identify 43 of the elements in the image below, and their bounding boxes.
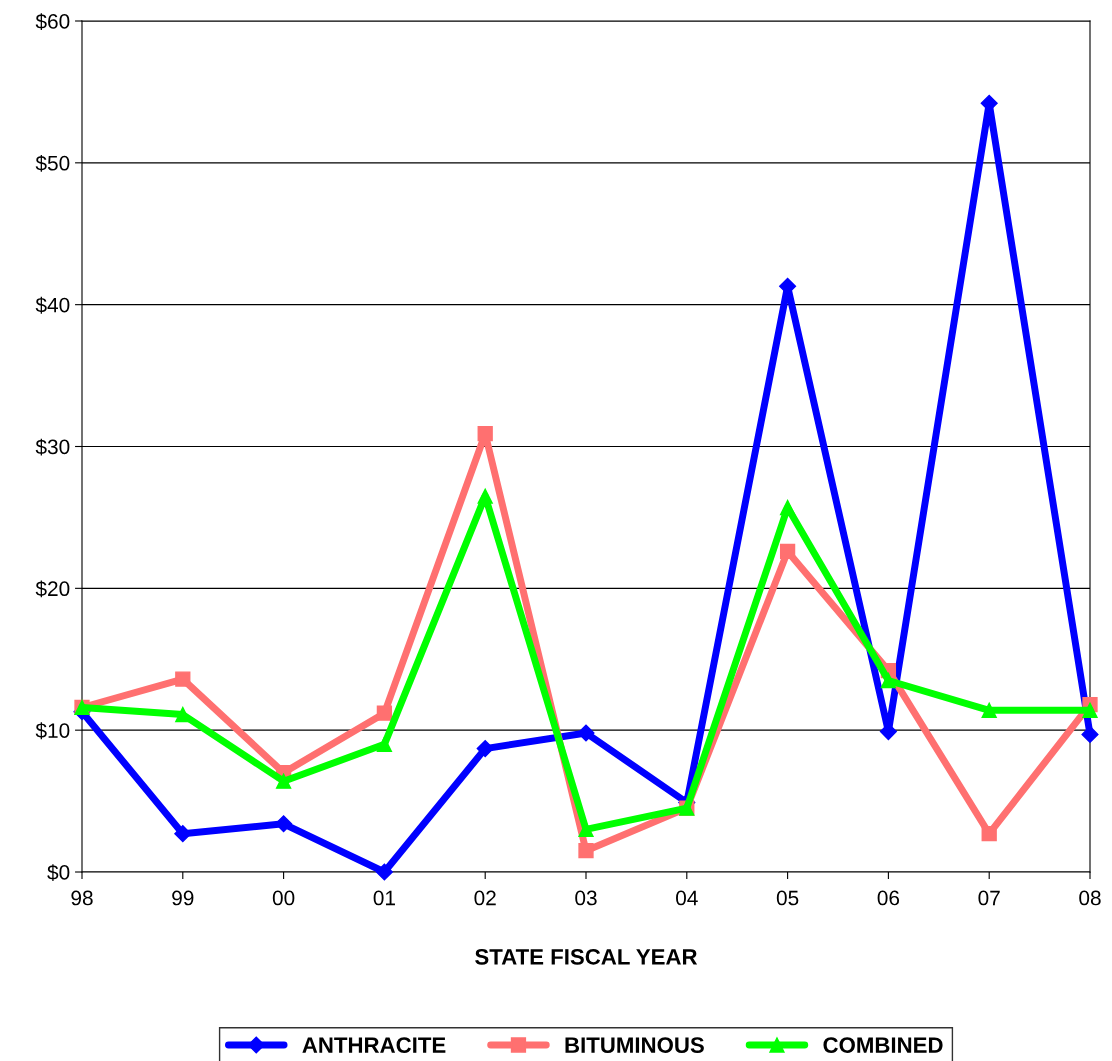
y-tick-label: $0 <box>47 864 70 881</box>
x-tick-label: 02 <box>474 890 496 906</box>
x-tick-label: 05 <box>776 890 799 906</box>
y-tick-label: $50 <box>35 154 70 172</box>
y-tick-label: $10 <box>35 722 70 740</box>
point <box>880 672 897 689</box>
point <box>477 426 493 442</box>
y-tick-label: $30 <box>35 438 70 456</box>
point <box>376 705 393 721</box>
point <box>981 702 997 718</box>
x-tick-label: 99 <box>172 890 194 906</box>
point <box>578 843 594 859</box>
point <box>779 543 796 560</box>
x-tick-label: 03 <box>575 890 597 906</box>
point <box>981 826 997 842</box>
y-tick-label: $20 <box>35 580 70 598</box>
x-tick-label: 07 <box>978 890 1000 906</box>
point <box>577 724 595 742</box>
point <box>779 499 796 516</box>
x-axis-title: STATE FISCAL YEAR <box>475 948 698 965</box>
x-tick-label: 06 <box>877 890 900 906</box>
point <box>1082 702 1098 718</box>
point <box>578 821 594 838</box>
point <box>375 863 393 881</box>
point <box>175 706 191 723</box>
x-tick-label: 00 <box>272 890 295 906</box>
point <box>174 825 192 843</box>
x-tick-label: 08 <box>1079 890 1101 906</box>
x-tick-label: 04 <box>676 890 698 906</box>
point <box>275 773 292 789</box>
y-tick-label: $60 <box>35 13 70 30</box>
point <box>477 488 493 504</box>
point <box>1081 725 1099 743</box>
x-tick-label: 01 <box>373 890 395 906</box>
point <box>476 740 494 758</box>
legend-label: BITUMINOUS <box>565 1037 704 1053</box>
legend-label: ANTHRACITE <box>302 1037 446 1053</box>
legend-label: COMBINED <box>823 1037 943 1053</box>
point <box>376 736 393 752</box>
x-tick-label: 98 <box>71 890 93 906</box>
point <box>275 815 293 833</box>
y-tick-label: $40 <box>35 296 70 314</box>
point <box>175 671 191 687</box>
